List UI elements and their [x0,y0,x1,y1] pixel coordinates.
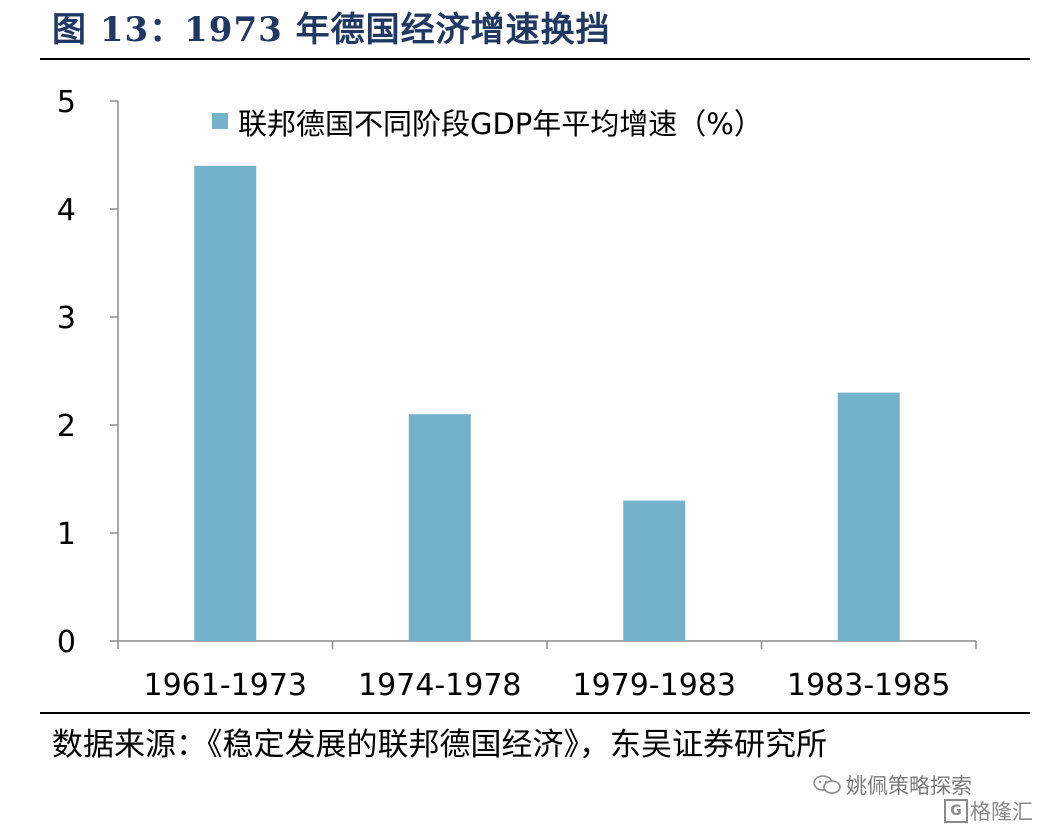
legend-swatch [212,113,228,129]
x-tick-label: 1979-1983 [572,668,736,703]
y-tick-label: 5 [57,85,76,120]
bars [194,165,900,642]
y-tick-label: 0 [57,625,76,660]
legend: 联邦德国不同阶段GDP年平均增速（%） [212,107,763,141]
x-tick-label: 1961-1973 [143,668,307,703]
x-tick-label: 1983-1985 [787,668,951,703]
y-tick-label: 1 [57,517,76,552]
x-axis-ticks: 1961-1973 1974-1978 1979-1983 1983-1985 [117,641,977,703]
bar [194,165,257,642]
source-rule [40,712,1030,714]
y-tick-label: 4 [57,193,76,228]
watermark-brand: G 格隆汇 [944,796,1033,826]
data-source-note: 数据来源：《稳定发展的联邦德国经济》，东吴证券研究所 [52,727,827,763]
y-axis-ticks: 0 1 2 3 4 5 [57,85,118,660]
watermark-account-name: 姚佩策略探索 [846,774,972,798]
y-tick-label: 3 [57,301,76,336]
gelonghui-logo-icon: G [944,799,968,823]
bar [623,500,686,641]
bar [837,392,900,641]
watermark-brand-name: 格隆汇 [970,800,1033,824]
bar-chart: 0 1 2 3 4 5 1961-1973 1974-1978 1979-1983 1983-1… [57,85,977,703]
watermark-account: 姚佩策略探索 [812,770,972,800]
bar [408,414,471,641]
y-tick-label: 2 [57,409,76,444]
legend-label: 联邦德国不同阶段GDP年平均增速（%） [238,107,763,141]
x-tick-label: 1974-1978 [358,668,522,703]
figure-title: 图 13：1973 年德国经济增速换挡 [52,10,611,50]
title-rule [40,58,1030,60]
wechat-icon [813,775,841,794]
